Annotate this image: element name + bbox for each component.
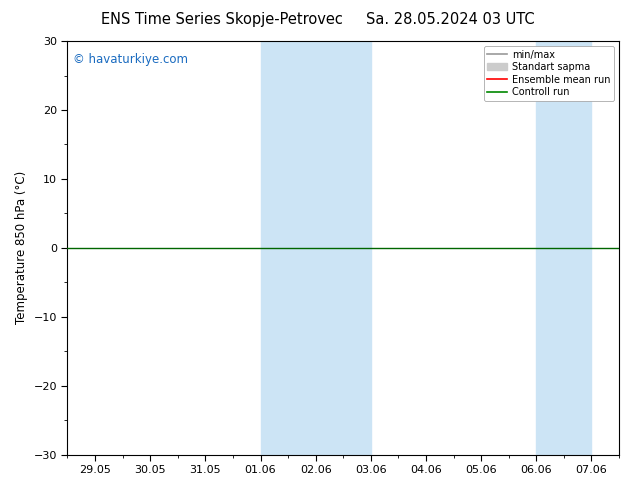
Text: Sa. 28.05.2024 03 UTC: Sa. 28.05.2024 03 UTC xyxy=(366,12,534,27)
Bar xyxy=(536,41,592,455)
Text: © havaturkiye.com: © havaturkiye.com xyxy=(73,53,188,67)
Y-axis label: Temperature 850 hPa (°C): Temperature 850 hPa (°C) xyxy=(15,171,28,324)
Text: ENS Time Series Skopje-Petrovec: ENS Time Series Skopje-Petrovec xyxy=(101,12,343,27)
Legend: min/max, Standart sapma, Ensemble mean run, Controll run: min/max, Standart sapma, Ensemble mean r… xyxy=(484,46,614,101)
Bar xyxy=(261,41,371,455)
